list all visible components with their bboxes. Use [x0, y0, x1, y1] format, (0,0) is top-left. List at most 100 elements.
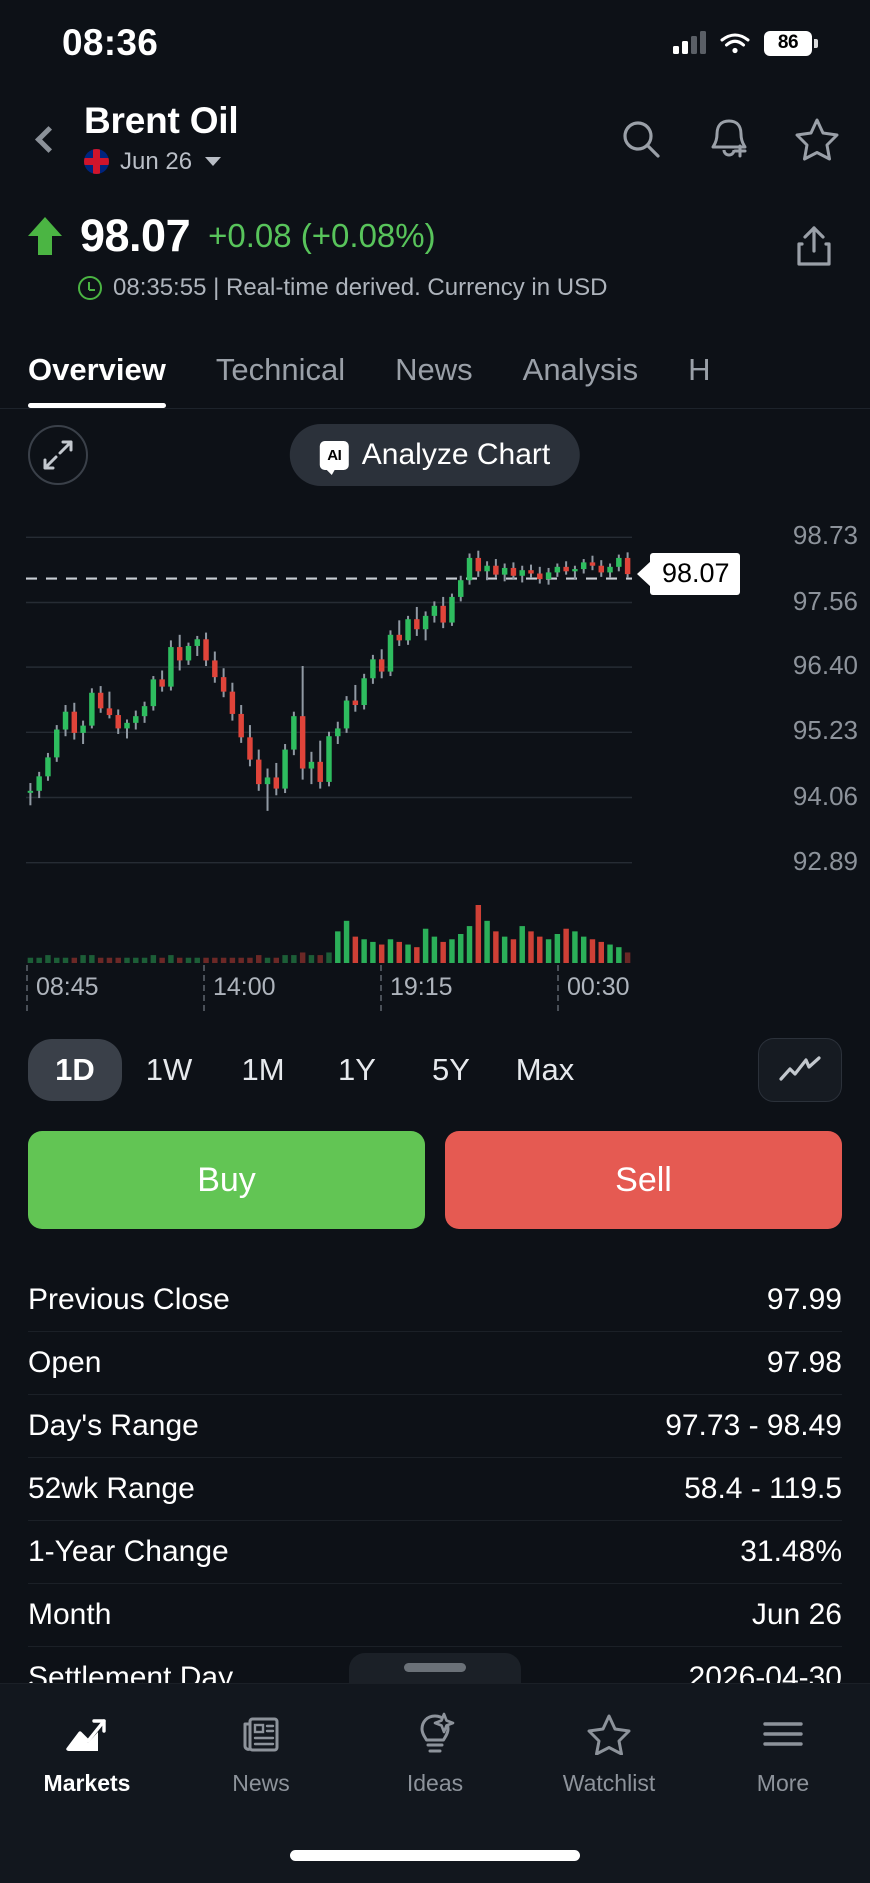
range-1w[interactable]: 1W: [145, 1052, 193, 1087]
stat-key: Open: [28, 1346, 102, 1379]
x-axis-tick-1: 14:00: [213, 973, 276, 1001]
hamburger-menu-icon: [761, 1710, 805, 1758]
nav-item-markets[interactable]: Markets: [0, 1710, 174, 1797]
table-row: Open 97.98: [28, 1332, 842, 1395]
tab-historical[interactable]: H: [688, 352, 711, 387]
x-axis-separator: [203, 965, 205, 1011]
nav-item-ideas[interactable]: Ideas: [348, 1710, 522, 1797]
uk-flag-icon: [84, 149, 109, 175]
clock-icon: [78, 276, 102, 300]
buy-button[interactable]: Buy: [28, 1131, 425, 1229]
x-axis-tick-0: 08:45: [36, 973, 99, 1001]
page-title: Brent Oil: [84, 100, 239, 142]
bell-add-icon: [711, 119, 747, 158]
fullscreen-chart-button[interactable]: [28, 425, 88, 485]
chevron-left-icon: [34, 125, 62, 153]
symbol-header: Brent Oil Jun 26: [84, 100, 239, 176]
price-row: 98.07 +0.08 (+0.08%): [28, 210, 842, 262]
quote-meta-row: 08:35:55 | Real-time derived. Currency i…: [28, 274, 842, 302]
nav-header: Brent Oil Jun 26: [0, 86, 870, 192]
tab-analysis[interactable]: Analysis: [522, 352, 639, 387]
search-button[interactable]: [616, 114, 666, 164]
analyze-chart-button[interactable]: AI Analyze Chart: [289, 424, 581, 486]
sell-button[interactable]: Sell: [445, 1131, 842, 1229]
analyze-chart-label: Analyze Chart: [361, 438, 551, 471]
range-1y[interactable]: 1Y: [338, 1052, 376, 1087]
home-indicator: [290, 1850, 580, 1861]
x-axis: 08:45 14:00 19:15 00:30: [0, 965, 870, 1021]
y-axis-tick-2: 96.40: [792, 650, 858, 681]
battery-indicator: 86: [764, 30, 818, 56]
sheet-drag-handle[interactable]: [349, 1653, 521, 1687]
table-row: 1-Year Change 31.48%: [28, 1521, 842, 1584]
trade-actions: Buy Sell: [0, 1107, 870, 1229]
status-bar: 08:36 86: [0, 0, 870, 86]
stat-value: Jun 26: [751, 1598, 842, 1631]
range-1m[interactable]: 1M: [241, 1052, 285, 1087]
volume-canvas: [27, 905, 631, 963]
x-axis-separator: [557, 965, 559, 1011]
candlestick-canvas[interactable]: [0, 505, 870, 895]
table-row: 52wk Range 58.4 - 119.5: [28, 1458, 842, 1521]
stat-key: 52wk Range: [28, 1472, 195, 1505]
arrow-up-icon: [28, 217, 62, 255]
range-selector: 1D 1W 1M 1Y 5Y Max: [0, 1021, 870, 1107]
y-axis-tick-1: 97.56: [792, 585, 858, 616]
range-5y[interactable]: 5Y: [432, 1052, 470, 1087]
last-price: 98.07: [80, 210, 191, 261]
tab-overview[interactable]: Overview: [28, 352, 166, 408]
ai-badge-icon: AI: [319, 440, 349, 475]
x-axis-separator: [26, 965, 28, 1011]
star-outline-icon: [587, 1710, 631, 1758]
status-bar-time: 08:36: [62, 22, 159, 63]
table-row: Month Jun 26: [28, 1584, 842, 1647]
add-to-watchlist-button[interactable]: [792, 114, 842, 164]
bottom-navigation: Markets News: [0, 1683, 870, 1883]
caret-down-icon: [205, 157, 222, 167]
x-axis-separator: [380, 965, 382, 1011]
table-row: Day's Range 97.73 - 98.49: [28, 1395, 842, 1458]
range-max[interactable]: Max: [515, 1052, 575, 1087]
chart-type-button[interactable]: [758, 1038, 842, 1102]
section-tabs: Overview Technical News Analysis H: [0, 324, 870, 409]
stat-value: 97.98: [766, 1346, 842, 1379]
tab-technical[interactable]: Technical: [215, 352, 346, 387]
nav-item-news[interactable]: News: [174, 1710, 348, 1797]
line-chart-icon: [779, 1056, 821, 1081]
share-button[interactable]: [788, 220, 840, 272]
battery-percent-label: 86: [777, 32, 799, 53]
chart-toolbar: AI Analyze Chart: [0, 409, 870, 501]
stat-value: 58.4 - 119.5: [684, 1472, 842, 1505]
nav-item-more[interactable]: More: [696, 1710, 870, 1797]
price-chart[interactable]: 98.07 98.73 97.56 96.40 95.23 94.06 92.8…: [0, 505, 870, 895]
volume-chart: [0, 895, 870, 965]
cellular-signal-icon: [673, 31, 706, 54]
share-icon: [797, 226, 831, 266]
current-price-marker: 98.07: [650, 553, 740, 596]
quote-meta-label: 08:35:55 | Real-time derived. Currency i…: [113, 274, 608, 301]
back-button[interactable]: [20, 111, 76, 167]
range-1d[interactable]: 1D: [28, 1039, 122, 1101]
quote-block: 98.07 +0.08 (+0.08%) 08:35:55 | Real-tim…: [0, 192, 870, 318]
nav-label-more: More: [756, 1770, 810, 1796]
nav-item-watchlist[interactable]: Watchlist: [522, 1710, 696, 1797]
price-change: +0.08 (+0.08%): [208, 217, 436, 254]
nav-label-news: News: [232, 1770, 290, 1796]
nav-actions: [616, 114, 842, 164]
star-outline-icon: [795, 118, 839, 161]
stat-key: 1-Year Change: [28, 1535, 229, 1568]
contract-selector[interactable]: Jun 26: [84, 148, 238, 176]
y-axis-tick-5: 92.89: [792, 845, 858, 876]
x-axis-tick-3: 00:30: [567, 973, 630, 1001]
expand-arrows-icon: [43, 440, 73, 470]
create-alert-button[interactable]: [704, 114, 754, 164]
tab-list[interactable]: Overview Technical News Analysis H: [0, 324, 870, 408]
stat-key: Month: [28, 1598, 112, 1631]
tab-news[interactable]: News: [395, 352, 473, 387]
newspaper-icon: [240, 1710, 282, 1758]
stat-key: Day's Range: [28, 1409, 199, 1442]
y-axis-tick-4: 94.06: [792, 780, 858, 811]
stat-key: Previous Close: [28, 1283, 230, 1316]
y-axis-tick-0: 98.73: [792, 520, 858, 551]
